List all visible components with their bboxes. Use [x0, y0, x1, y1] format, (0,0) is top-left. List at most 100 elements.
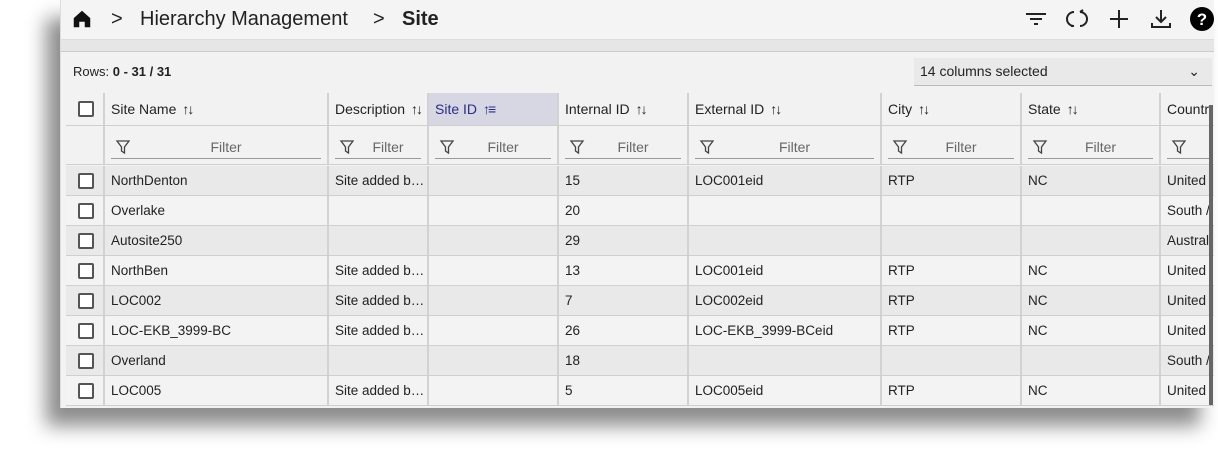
table-cell: 29	[559, 226, 689, 255]
table-cell: 18	[559, 346, 689, 375]
rows-label: Rows:	[73, 64, 110, 79]
table-cell: Site added b…	[329, 316, 429, 345]
filter-placeholder: Filter	[617, 138, 649, 155]
table-cell	[689, 346, 882, 375]
header-row: Site Name ↑↓ Description ↑↓ Site ID ↑≡ Interna…	[66, 93, 1214, 126]
row-checkbox[interactable]	[78, 322, 94, 339]
table-row[interactable]: NorthBen Site added b… 13 LOC001eid RTP NC Uni…	[66, 256, 1214, 286]
filter-cell: Filter	[882, 126, 1022, 164]
table-row[interactable]: LOC-EKB_3999-BC Site added b… 26 LOC-EKB_39…	[66, 316, 1214, 346]
help-icon[interactable]: ?	[1189, 6, 1214, 32]
sort-icon[interactable]: ↑↓	[182, 101, 194, 117]
filter-icon	[892, 139, 908, 154]
column-header[interactable]: State ↑↓	[1022, 93, 1161, 125]
table-row[interactable]: Autosite250 29 Austral	[66, 226, 1214, 256]
table-cell	[882, 196, 1022, 225]
filter-input[interactable]	[1167, 135, 1213, 159]
column-header[interactable]: Countr	[1161, 93, 1214, 125]
table-cell: Site added b…	[329, 166, 429, 195]
column-selector[interactable]: 14 columns selected ⌄	[914, 58, 1212, 86]
svg-text:?: ?	[1197, 10, 1207, 29]
row-checkbox[interactable]	[78, 202, 94, 219]
row-checkbox[interactable]	[78, 172, 94, 189]
table-cell: RTP	[882, 286, 1022, 315]
table-cell: United	[1161, 166, 1214, 195]
table-cell: Site added b…	[329, 376, 429, 405]
divider	[61, 40, 1214, 52]
table-cell: 7	[559, 286, 689, 315]
table-row[interactable]: Overlake 20 South /	[66, 196, 1214, 226]
app-window: > Hierarchy Management > Site ? Rows: 0 …	[60, 0, 1214, 408]
breadcrumb-hierarchy-management[interactable]: Hierarchy Management	[140, 8, 348, 30]
table-row[interactable]: Overland 18 South /	[66, 346, 1214, 376]
filter-input[interactable]: Filter	[695, 135, 874, 159]
select-all-checkbox[interactable]	[78, 101, 94, 117]
table-cell: NorthDenton	[105, 166, 329, 195]
column-header[interactable]: Description ↑↓	[329, 93, 429, 125]
table-cell	[882, 226, 1022, 255]
table-cell: Overlake	[105, 196, 329, 225]
sort-icon[interactable]: ↑↓	[411, 101, 423, 117]
filter-cell: Filter	[689, 126, 882, 164]
row-checkbox[interactable]	[78, 262, 94, 279]
column-header-label: City	[888, 101, 913, 117]
table-cell	[1022, 346, 1161, 375]
column-header[interactable]: Site Name ↑↓	[105, 93, 329, 125]
sort-icon[interactable]: ↑↓	[918, 101, 930, 117]
table-cell	[429, 166, 559, 195]
table-cell: LOC-EKB_3999-BCeid	[689, 316, 882, 345]
column-header[interactable]: External ID ↑↓	[689, 93, 882, 125]
filter-input[interactable]: Filter	[1028, 135, 1153, 159]
sort-icon[interactable]: ↑↓	[770, 101, 782, 117]
row-checkbox[interactable]	[78, 382, 94, 399]
table-cell: LOC002eid	[689, 286, 882, 315]
column-header[interactable]: City ↑↓	[882, 93, 1022, 125]
sort-icon[interactable]: ↑↓	[1066, 101, 1079, 117]
table-cell	[1022, 196, 1161, 225]
filter-icon	[1032, 139, 1048, 154]
filter-spacer	[66, 126, 105, 164]
table-row[interactable]: NorthDenton Site added b… 15 LOC001eid RTP NC…	[66, 166, 1214, 196]
row-checkbox[interactable]	[78, 232, 94, 249]
filter-cell	[1161, 126, 1214, 164]
table-row[interactable]: LOC005 Site added b… 5 LOC005eid RTP NC United	[66, 376, 1214, 406]
sort-icon[interactable]: ↑↓	[635, 101, 648, 117]
column-header-label: Site ID	[435, 101, 478, 117]
filter-cell: Filter	[1022, 126, 1161, 164]
filter-cell: Filter	[105, 126, 329, 164]
row-checkbox-cell	[66, 196, 105, 225]
filter-input[interactable]: Filter	[435, 135, 551, 159]
sort-ascending-icon[interactable]: ↑≡	[483, 101, 496, 117]
filter-input[interactable]: Filter	[111, 135, 321, 159]
filter-icon	[439, 139, 455, 154]
row-checkbox[interactable]	[78, 292, 94, 309]
filter-input[interactable]: Filter	[335, 135, 421, 159]
row-checkbox[interactable]	[78, 352, 94, 369]
download-icon[interactable]	[1148, 6, 1174, 32]
table-row[interactable]: LOC002 Site added b… 7 LOC002eid RTP NC United	[66, 286, 1214, 316]
vertical-scrollbar[interactable]	[1209, 105, 1213, 405]
row-checkbox-cell	[66, 316, 105, 345]
filter-placeholder: Filter	[778, 138, 811, 155]
filter-placeholder: Filter	[210, 138, 242, 155]
top-bar: > Hierarchy Management > Site ?	[61, 0, 1214, 40]
chevron-right-icon: >	[111, 8, 123, 30]
add-icon[interactable]	[1106, 6, 1132, 32]
table-cell	[429, 346, 559, 375]
table-cell: Austral	[1161, 226, 1214, 255]
row-checkbox-cell	[66, 286, 105, 315]
table-cell	[429, 376, 559, 405]
filter-list-icon[interactable]	[1023, 6, 1049, 32]
home-icon[interactable]	[71, 8, 93, 30]
table-cell: Autosite250	[105, 226, 329, 255]
column-header[interactable]: Site ID ↑≡	[429, 93, 559, 125]
column-header[interactable]: Internal ID ↑↓	[559, 93, 689, 125]
table-cell: 20	[559, 196, 689, 225]
rows-value: 0 - 31 / 31	[112, 64, 172, 79]
filter-input[interactable]: Filter	[888, 135, 1014, 159]
table-cell: RTP	[882, 256, 1022, 285]
refresh-icon[interactable]	[1064, 6, 1090, 32]
table-cell: 13	[559, 256, 689, 285]
filter-input[interactable]: Filter	[565, 135, 681, 159]
breadcrumb-site: Site	[402, 8, 439, 30]
